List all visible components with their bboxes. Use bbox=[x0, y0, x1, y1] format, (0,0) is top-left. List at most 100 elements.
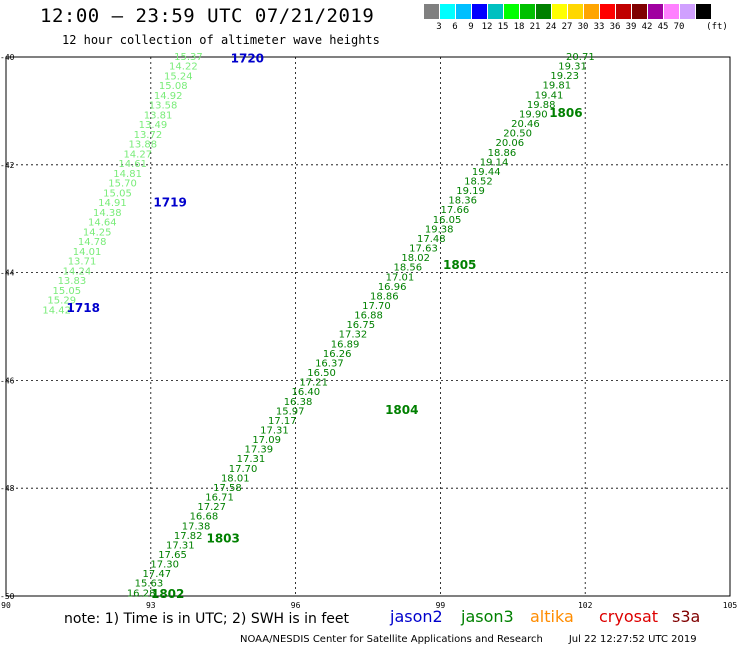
wave-height-value: 14.81 bbox=[113, 169, 142, 180]
lat-tick-label: -50 bbox=[0, 592, 15, 601]
wave-height-value: 13.71 bbox=[68, 257, 97, 268]
wave-height-value: 17.48 bbox=[417, 234, 446, 245]
wave-height-value: 15.63 bbox=[135, 579, 164, 590]
wave-height-value: 14.92 bbox=[154, 91, 183, 102]
wave-height-value: 18.52 bbox=[464, 176, 493, 187]
scale-swatch bbox=[439, 4, 455, 19]
wave-height-value: 17.70 bbox=[362, 301, 391, 312]
wave-height-value: 18.01 bbox=[221, 473, 250, 484]
scale-label: 15 bbox=[497, 22, 509, 32]
wave-height-value: 20.50 bbox=[503, 129, 532, 140]
wave-height-value: 15.37 bbox=[174, 52, 203, 63]
wave-height-value: 17.09 bbox=[252, 435, 281, 446]
scale-swatch bbox=[695, 4, 711, 19]
lat-tick-label: -48 bbox=[0, 484, 15, 493]
wave-height-value: 19.31 bbox=[558, 62, 587, 73]
wave-height-value: 15.05 bbox=[52, 286, 81, 297]
scale-swatch bbox=[423, 4, 439, 19]
wave-height-value: 17.39 bbox=[244, 445, 273, 456]
scale-swatch bbox=[535, 4, 551, 19]
lat-tick-label: -40 bbox=[0, 53, 15, 62]
scale-swatch bbox=[551, 4, 567, 19]
wave-height-value: 14.61 bbox=[118, 159, 147, 170]
wave-height-value: 16.26 bbox=[323, 349, 352, 360]
wave-height-value: 18.36 bbox=[448, 196, 477, 207]
wave-height-value: 20.06 bbox=[495, 138, 524, 149]
wave-height-value: 19.44 bbox=[472, 167, 501, 178]
wave-height-value: 19.23 bbox=[550, 71, 579, 82]
wave-height-value: 15.05 bbox=[103, 188, 132, 199]
pass-time-label: 1802 bbox=[151, 587, 184, 601]
scale-swatch bbox=[647, 4, 663, 19]
wave-height-value: 16.75 bbox=[346, 320, 375, 331]
wave-height-value: 16.38 bbox=[284, 397, 313, 408]
wave-height-value: 16.40 bbox=[292, 387, 321, 398]
wave-height-value: 17.32 bbox=[339, 330, 368, 341]
scale-label: 33 bbox=[593, 22, 605, 32]
wave-height-value: 14.01 bbox=[73, 247, 102, 258]
wave-height-value: 14.42 bbox=[42, 305, 71, 316]
lat-tick-label: -42 bbox=[0, 161, 15, 170]
scale-swatch bbox=[599, 4, 615, 19]
lon-tick-label: 93 bbox=[146, 601, 156, 610]
wave-height-value: 17.66 bbox=[441, 205, 470, 216]
scale-swatch bbox=[567, 4, 583, 19]
scale-label: 9 bbox=[468, 22, 474, 32]
lat-tick-label: -46 bbox=[0, 376, 15, 385]
pass-time-label: 1718 bbox=[67, 301, 100, 315]
wave-height-value: 16.89 bbox=[331, 339, 360, 350]
wave-height-value: 19.19 bbox=[456, 186, 485, 197]
scale-swatch bbox=[631, 4, 647, 19]
pass-time-label: 1805 bbox=[443, 258, 476, 272]
pass-time-label: 1720 bbox=[231, 52, 264, 66]
wave-height-value: 19.14 bbox=[480, 157, 509, 168]
wave-height-value: 13.72 bbox=[134, 130, 163, 141]
footer-timestamp: Jul 22 12:27:52 UTC 2019 bbox=[568, 634, 697, 645]
wave-height-value: 17.82 bbox=[174, 531, 203, 542]
wave-height-value: 14.78 bbox=[78, 237, 107, 248]
wave-height-value: 18.86 bbox=[370, 291, 399, 302]
scale-swatch bbox=[519, 4, 535, 19]
lon-tick-label: 102 bbox=[578, 601, 593, 610]
wave-height-value: 14.91 bbox=[98, 198, 127, 209]
wave-height-value: 19.88 bbox=[527, 100, 556, 111]
wave-height-value: 13.49 bbox=[139, 120, 168, 131]
wave-height-value: 14.24 bbox=[63, 266, 92, 277]
wave-height-value: 17.31 bbox=[237, 454, 266, 465]
lon-tick-label: 99 bbox=[436, 601, 446, 610]
scale-label: 24 bbox=[545, 22, 557, 32]
wave-height-value: 17.30 bbox=[150, 560, 179, 571]
wave-height-value: 13.81 bbox=[144, 110, 173, 121]
scale-swatch bbox=[663, 4, 679, 19]
scale-label: 36 bbox=[609, 22, 621, 32]
pass-time-label: 1806 bbox=[549, 106, 582, 120]
scale-unit: (ft) bbox=[706, 22, 728, 32]
wave-height-value: 15.97 bbox=[276, 406, 305, 417]
wave-height-value: 15.24 bbox=[164, 71, 193, 82]
wave-height-value: 17.21 bbox=[299, 378, 328, 389]
scale-label: 3 bbox=[436, 22, 442, 32]
wave-height-value: 20.46 bbox=[511, 119, 540, 130]
wave-height-value: 17.31 bbox=[260, 425, 289, 436]
scale-label: 27 bbox=[561, 22, 573, 32]
wave-height-value: 18.02 bbox=[401, 253, 430, 264]
scale-swatch bbox=[455, 4, 471, 19]
wave-height-value: 18.56 bbox=[393, 263, 422, 274]
wave-height-value: 15.70 bbox=[108, 179, 137, 190]
wave-height-value: 16.68 bbox=[190, 512, 219, 523]
wave-height-value: 14.27 bbox=[123, 149, 152, 160]
wave-height-value: 16.71 bbox=[205, 493, 234, 504]
footer-source: NOAA/NESDIS Center for Satellite Applica… bbox=[240, 634, 543, 645]
wave-height-value: 19.81 bbox=[543, 81, 572, 92]
scale-label: 18 bbox=[513, 22, 525, 32]
wave-height-value: 13.83 bbox=[58, 276, 87, 287]
wave-height-value: 19.90 bbox=[519, 109, 548, 120]
pass-time-label: 1804 bbox=[385, 403, 418, 417]
satellite-legend-cryosat: cryosat bbox=[599, 607, 659, 626]
wave-height-value: 17.27 bbox=[197, 502, 226, 513]
scale-label: 30 bbox=[577, 22, 589, 32]
scale-label: 70 bbox=[673, 22, 685, 32]
pass-time-label: 1719 bbox=[153, 196, 186, 210]
wave-height-value: 14.22 bbox=[169, 62, 198, 73]
